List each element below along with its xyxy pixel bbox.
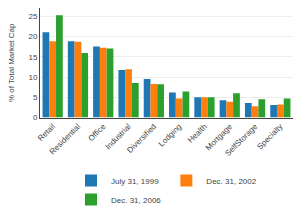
svg-text:25: 25 xyxy=(28,12,37,21)
svg-text:% of Total Market Cap: % of Total Market Cap xyxy=(7,23,16,102)
svg-text:Mortgage: Mortgage xyxy=(204,122,235,153)
svg-text:0: 0 xyxy=(33,113,38,122)
svg-text:SelfStorage: SelfStorage xyxy=(223,122,259,158)
svg-text:July 31, 1999: July 31, 1999 xyxy=(111,177,159,186)
svg-text:5: 5 xyxy=(33,93,38,102)
svg-text:Industrial: Industrial xyxy=(103,122,132,151)
svg-text:10: 10 xyxy=(28,73,37,82)
svg-text:Dec. 31, 2006: Dec. 31, 2006 xyxy=(111,196,161,205)
svg-text:Residential: Residential xyxy=(48,122,83,157)
svg-text:Dec. 31, 2002: Dec. 31, 2002 xyxy=(206,177,256,186)
svg-text:Office: Office xyxy=(86,122,107,143)
svg-text:Retail: Retail xyxy=(36,122,57,143)
svg-text:Health: Health xyxy=(186,122,209,145)
svg-text:20: 20 xyxy=(28,32,37,41)
svg-text:Diversified: Diversified xyxy=(125,122,158,155)
svg-text:Specialty: Specialty xyxy=(255,122,284,151)
svg-text:15: 15 xyxy=(28,53,37,62)
svg-text:Lodging: Lodging xyxy=(157,122,184,149)
